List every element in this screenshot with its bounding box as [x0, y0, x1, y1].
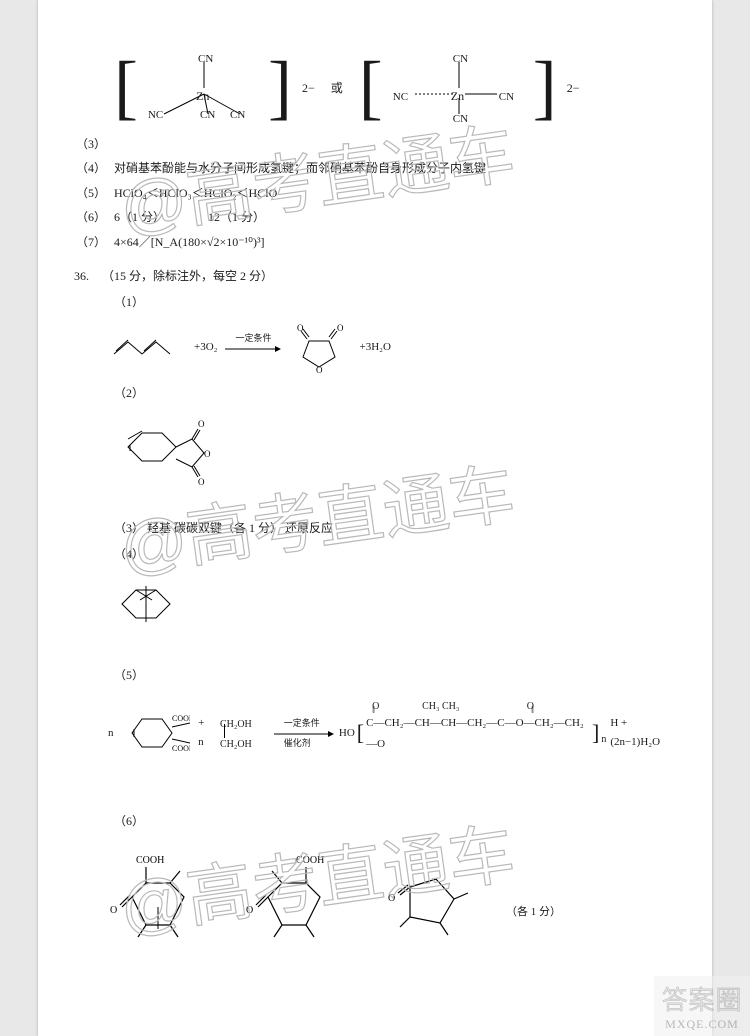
- q3-num: （3）: [74, 134, 114, 154]
- q6-num: （6）: [74, 207, 114, 227]
- p6-struct-3: O: [380, 837, 480, 947]
- svg-text:COOH: COOH: [172, 744, 191, 753]
- q36-p1-reaction: +3O₂ 一定条件 O O O +3H₂O: [108, 321, 676, 375]
- q4-num: （4）: [74, 158, 114, 178]
- zn-complex-2: Zn CN NC CN CN: [393, 50, 523, 126]
- charge-2: 2−: [567, 78, 580, 98]
- maleic-anhydride-icon: O O O: [289, 321, 351, 375]
- q36-num: 36.: [74, 266, 102, 286]
- zn-label: Zn: [196, 86, 209, 106]
- q6-a: 6（1 分）: [114, 210, 165, 224]
- footer-small: MXQE.COM: [665, 1017, 739, 1032]
- q36-text: （15 分，除标注外，每空 2 分）: [102, 266, 676, 286]
- q36-p2-num: （2）: [114, 383, 676, 403]
- cyclohexene-diacid-icon: COOH COOH: [122, 705, 191, 761]
- q36-p6-num: （6）: [114, 811, 676, 831]
- q7-row: （7） 4×64／[N_A(180×√2×10⁻¹⁰)³]: [74, 232, 676, 252]
- p1-right: +3H₂O: [359, 338, 390, 357]
- nc-l: NC: [393, 88, 408, 107]
- q3-num-row: （3）: [74, 134, 676, 154]
- charge-1: 2−: [302, 78, 315, 98]
- q6-row: （6） 6（1 分） 12（1 分）: [74, 207, 676, 227]
- q36-p2-structure: O O O: [108, 409, 676, 511]
- cn-r: CN: [499, 88, 514, 107]
- diol-icon: CH₂OH CH₂OH: [220, 716, 266, 750]
- svg-text:O: O: [316, 365, 323, 375]
- p1-arrow-label: 一定条件: [235, 331, 271, 346]
- q36-p4-num: （4）: [114, 544, 676, 564]
- p5-prod-left: HO: [339, 724, 355, 743]
- svg-text:O: O: [246, 905, 253, 916]
- p5-prod-right: H + (2n−1)H₂O: [610, 714, 676, 751]
- p5-arrow: 一定条件 催化剂: [274, 724, 331, 742]
- footer-badge: 答案圈 MXQE.COM: [654, 976, 750, 1036]
- zn-complex-1: Zn CN NC CN CN: [148, 50, 258, 126]
- q36-p6-structures: COOH O COOH O: [108, 837, 676, 947]
- q6-b: 12（1 分）: [208, 210, 265, 224]
- q36-p5-reaction: n COOH COOH + n CH₂OH CH₂OH 一定条件 催化剂: [108, 705, 676, 761]
- svg-text:O: O: [110, 905, 117, 916]
- p5-n1: n: [108, 724, 114, 743]
- bracket-right-2: ]: [533, 59, 557, 117]
- q3-mid: 或: [331, 78, 343, 98]
- svg-text:COOH: COOH: [172, 714, 191, 723]
- cn-top: CN: [198, 50, 213, 69]
- q3-structures: [ Zn CN NC CN CN ] 2− 或 [ Zn: [114, 50, 676, 126]
- p5-arrow-top: 一定条件: [284, 716, 320, 731]
- p5-plus: + n: [198, 714, 212, 751]
- nc-bl: NC: [148, 106, 163, 125]
- q5-num: （5）: [74, 183, 114, 203]
- p6-struct-1: COOH O: [108, 837, 218, 947]
- bracket-right-1: ]: [268, 59, 292, 117]
- q4-row: （4） 对硝基苯酚能与水分子间形成氢键；而邻硝基苯酚自身形成分子内氢键: [74, 158, 676, 178]
- p1-left: +3O₂: [194, 338, 217, 357]
- svg-text:O: O: [297, 323, 304, 333]
- polymer-product: HO [ O ‖ CH₃ CH₃ O ‖ C—CH₂—CH—CH—CH₂—C—O…: [339, 710, 676, 756]
- page: [ Zn CN NC CN CN ] 2− 或 [ Zn: [38, 0, 712, 1036]
- zn-label-2: Zn: [451, 86, 464, 106]
- svg-text:O: O: [388, 893, 395, 904]
- p6-tail: （各 1 分）: [506, 903, 561, 922]
- svg-text:COOH: COOH: [296, 855, 324, 866]
- q36-body: （1） +3O₂ 一定条件 O O O +3H₂O: [74, 292, 676, 947]
- p5-arrow-bot: 催化剂: [284, 736, 311, 751]
- cn-br: CN: [230, 106, 245, 125]
- butadiene-icon: [108, 334, 186, 362]
- q36-p4-structure: [108, 570, 676, 646]
- q7-text: 4×64／[N_A(180×√2×10⁻¹⁰)³]: [114, 232, 676, 252]
- q5-row: （5） HClO₄＜HClO₃＜HClO₂＜HClO: [74, 183, 676, 203]
- q36-p3: （3） 羟基 碳碳双键（各 1 分） 还原反应: [114, 518, 676, 538]
- cn-bot: CN: [453, 110, 468, 129]
- svg-text:O: O: [198, 477, 205, 487]
- q5-text: HClO₄＜HClO₃＜HClO₂＜HClO: [114, 183, 676, 203]
- cn-top-2: CN: [453, 50, 468, 69]
- bracket-left-1: [: [114, 59, 138, 117]
- svg-text:O: O: [198, 419, 205, 429]
- p6-struct-2: COOH O: [244, 837, 354, 947]
- q36-p1-num: （1）: [114, 292, 676, 312]
- q36-head: 36. （15 分，除标注外，每空 2 分）: [74, 266, 676, 286]
- p1-arrow: 一定条件: [225, 339, 281, 357]
- p5-chain: C—CH₂—CH—CH—CH₂—C—O—CH₂—CH₂—O: [366, 717, 584, 750]
- bracket-left-2: [: [359, 59, 383, 117]
- q36-p5-num: （5）: [114, 665, 676, 685]
- q4-text: 对硝基苯酚能与水分子间形成氢键；而邻硝基苯酚自身形成分子内氢键: [114, 158, 676, 178]
- svg-text:O: O: [337, 323, 344, 333]
- p5-sub-n: n: [601, 731, 606, 748]
- footer-big: 答案圈: [661, 980, 742, 1017]
- cn-mid: CN: [200, 106, 215, 125]
- q7-num: （7）: [74, 232, 114, 252]
- svg-text:COOH: COOH: [136, 855, 164, 866]
- svg-text:O: O: [204, 449, 211, 459]
